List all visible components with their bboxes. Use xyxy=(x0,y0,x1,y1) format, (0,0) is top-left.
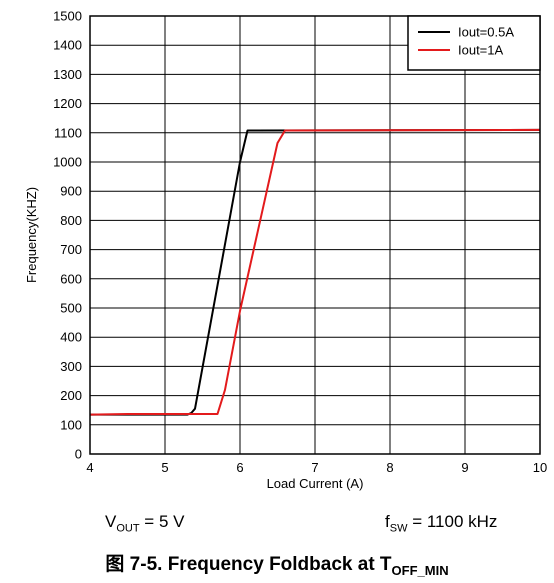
y-tick-label: 600 xyxy=(60,271,82,286)
fsw-symbol: f xyxy=(385,512,390,531)
x-tick-label: 8 xyxy=(386,460,393,475)
x-tick-label: 9 xyxy=(461,460,468,475)
y-tick-label: 1500 xyxy=(53,9,82,24)
x-axis-label: Load Current (A) xyxy=(267,476,364,491)
x-tick-label: 4 xyxy=(86,460,93,475)
y-tick-label: 700 xyxy=(60,242,82,257)
legend: Iout=0.5A Iout=1A xyxy=(407,15,541,71)
y-tick-label: 1400 xyxy=(53,38,82,53)
x-tick-label: 6 xyxy=(236,460,243,475)
vout-subscript: OUT xyxy=(116,522,140,535)
y-tick-label: 900 xyxy=(60,184,82,199)
y-tick-label: 300 xyxy=(60,359,82,374)
series-line-2 xyxy=(89,128,541,416)
y-tick-label: 100 xyxy=(60,417,82,432)
legend-box xyxy=(407,15,541,71)
fsw-value: = 1100 kHz xyxy=(407,512,498,531)
grid-lines xyxy=(89,15,541,455)
frequency-chart: 4 5 6 7 8 9 10 0 100 200 300 400 500 600 700 800 900 100… xyxy=(24,9,547,492)
x-tick-label: 5 xyxy=(161,460,168,475)
caption-subscript: OFF_MIN xyxy=(391,562,449,578)
legend-label-2: Iout=1A xyxy=(458,43,504,58)
y-tick-label: 500 xyxy=(60,301,82,316)
figure-caption: 图 7-5. Frequency Foldback at TOFF_MIN xyxy=(0,549,554,578)
vout-condition: VOUT = 5 V xyxy=(105,512,184,534)
plot-frame xyxy=(89,15,541,455)
y-tick-label: 400 xyxy=(60,330,82,345)
y-tick-label: 1200 xyxy=(53,96,82,111)
y-tick-label: 800 xyxy=(60,213,82,228)
y-tick-label: 1100 xyxy=(54,125,82,140)
y-tick-label: 1300 xyxy=(53,67,82,82)
fsw-condition: fSW = 1100 kHz xyxy=(385,512,497,534)
y-tick-label: 200 xyxy=(60,388,82,403)
fsw-subscript: SW xyxy=(389,522,408,535)
y-tick-label: 1000 xyxy=(53,155,82,170)
vout-symbol: V xyxy=(105,512,117,531)
data-series xyxy=(89,128,541,416)
y-tick-label: 0 xyxy=(75,447,82,462)
x-tick-label: 7 xyxy=(311,460,318,475)
vout-value: = 5 V xyxy=(139,512,185,531)
caption-text: 图 7-5. Frequency Foldback at T xyxy=(105,554,392,575)
x-tick-label: 10 xyxy=(533,460,547,475)
legend-label-1: Iout=0.5A xyxy=(458,25,514,40)
y-axis-label: Frequency(KHZ) xyxy=(24,187,39,283)
x-axis-ticks: 4 5 6 7 8 9 10 xyxy=(86,460,547,475)
y-axis-ticks: 0 100 200 300 400 500 600 700 800 900 1000 1100 1200… xyxy=(53,9,82,462)
